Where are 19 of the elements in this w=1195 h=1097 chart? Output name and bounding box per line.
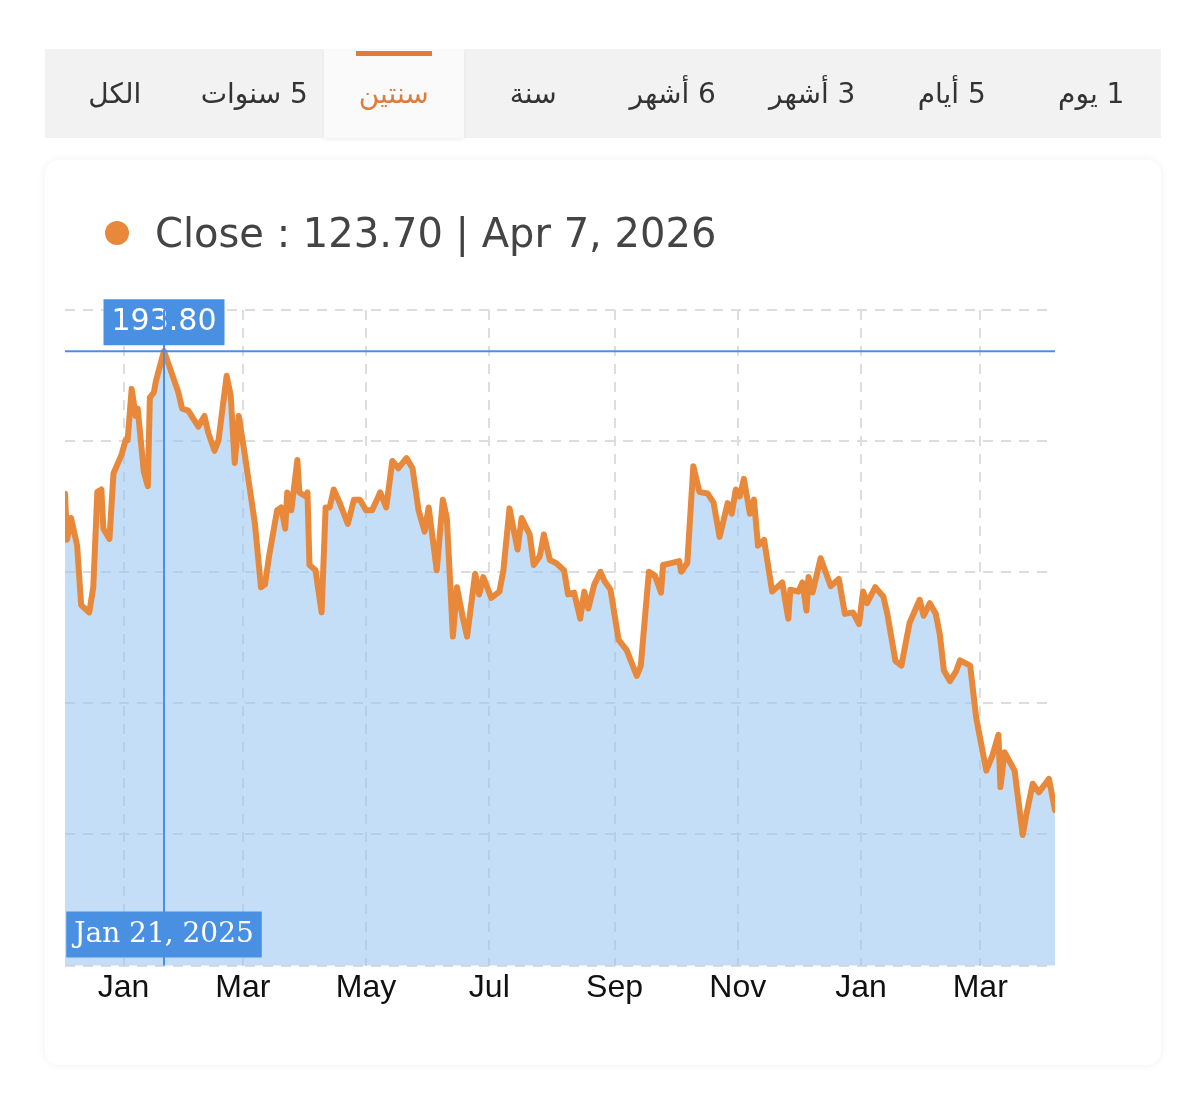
text: 3 أشهر bbox=[766, 74, 857, 112]
text: سنتين bbox=[324, 49, 464, 138]
text: 5 أيام bbox=[916, 74, 987, 112]
x-tick-label: Mar bbox=[952, 967, 1009, 1004]
ref-line-label: Jan 21, 2025 bbox=[71, 915, 254, 949]
text: 1 يوم bbox=[1057, 76, 1126, 112]
x-tick-label: Nov bbox=[709, 967, 767, 1004]
x-tick-label: Jan bbox=[835, 967, 887, 1004]
text: 5 سنوات bbox=[199, 76, 309, 112]
text: سنة bbox=[508, 76, 558, 112]
chart-title: Close : 123.70 | Apr 7, 2026 bbox=[155, 210, 717, 256]
annotation: 193.80 bbox=[111, 301, 217, 337]
x-tick-label: Sep bbox=[586, 967, 644, 1004]
x-tick-label: Jan bbox=[97, 967, 150, 1004]
text: الكل bbox=[87, 76, 143, 112]
x-tick-label: Jul bbox=[468, 967, 510, 1004]
text: 6 أشهر bbox=[627, 74, 717, 112]
x-tick-label: Mar bbox=[215, 967, 271, 1004]
x-tick-label: May bbox=[335, 967, 397, 1004]
